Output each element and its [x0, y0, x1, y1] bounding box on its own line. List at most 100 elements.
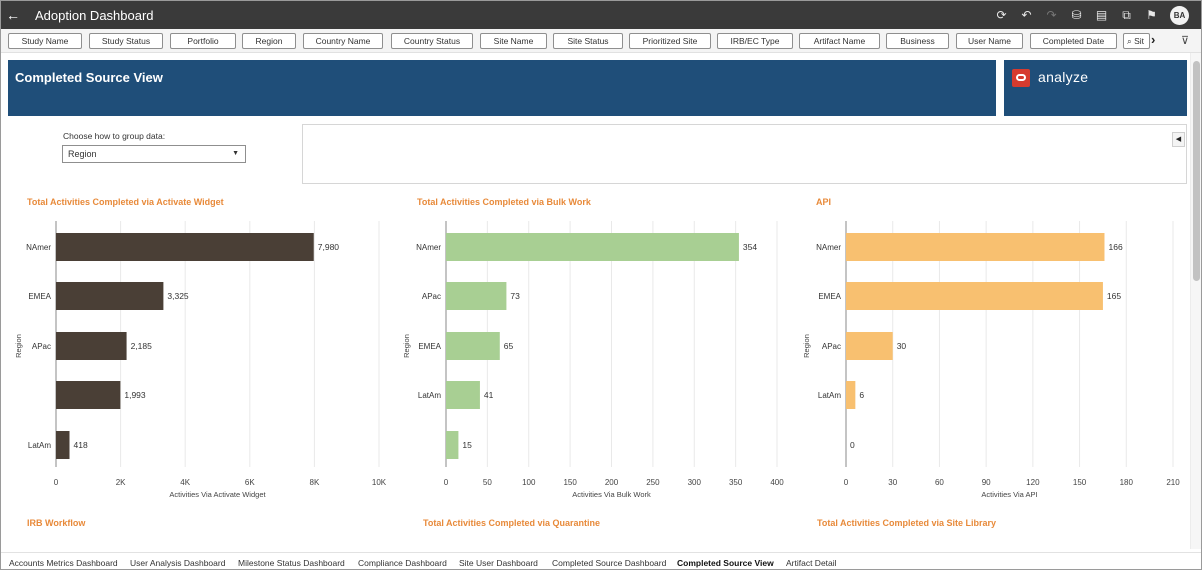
bar [56, 282, 164, 310]
tab-completed-source-dashboard[interactable]: Completed Source Dashboard [552, 558, 667, 568]
filter-portfolio[interactable]: Portfolio [170, 33, 236, 49]
x-tick-label: 250 [646, 478, 660, 487]
tab-user-analysis[interactable]: User Analysis Dashboard [130, 558, 226, 568]
data-label: 6 [859, 390, 864, 400]
chart-title-site-library: Total Activities Completed via Site Libr… [817, 518, 997, 528]
data-label: 2,185 [131, 341, 153, 351]
group-by-select[interactable]: Region ▼ [62, 145, 246, 163]
filter-site-name[interactable]: Site Name [480, 33, 547, 49]
chart-title-bulk-work: Total Activities Completed via Bulk Work [417, 197, 591, 207]
filter-study-name[interactable]: Study Name [8, 33, 82, 49]
filter-prioritized-site[interactable]: Prioritized Site [629, 33, 711, 49]
filter-irb-ec-type[interactable]: IRB/EC Type [717, 33, 793, 49]
x-tick-label: 8K [310, 478, 320, 487]
x-axis-title: Activities Via Bulk Work [572, 490, 651, 499]
bar [846, 282, 1103, 310]
filter-site-status[interactable]: Site Status [553, 33, 623, 49]
refresh-icon[interactable]: ⟳ [996, 8, 1007, 22]
avatar[interactable]: BA [1170, 5, 1189, 25]
info-panel: ◀ [302, 124, 1187, 184]
filter-site-search[interactable]: ⌕ Sit [1123, 33, 1150, 49]
vertical-scrollbar[interactable] [1190, 53, 1201, 549]
category-label: EMEA [818, 292, 841, 301]
category-label: APac [422, 292, 441, 301]
logo-banner: analyze [1004, 60, 1187, 116]
x-tick-label: 400 [770, 478, 784, 487]
data-label: 0 [850, 440, 855, 450]
x-tick-label: 90 [982, 478, 991, 487]
x-tick-label: 10K [372, 478, 387, 487]
redo-icon[interactable]: ↷ [1046, 8, 1057, 22]
bar [56, 332, 127, 360]
present-icon[interactable]: ⧉ [1122, 7, 1131, 22]
bar [56, 431, 70, 459]
x-tick-label: 2K [116, 478, 126, 487]
data-label: 15 [462, 440, 472, 450]
tab-compliance[interactable]: Compliance Dashboard [358, 558, 447, 568]
x-tick-label: 120 [1026, 478, 1040, 487]
data-label: 30 [897, 341, 907, 351]
bar [446, 233, 739, 261]
x-tick-label: 60 [935, 478, 944, 487]
category-label: LatAm [28, 441, 51, 450]
category-label: NAmer [816, 243, 841, 252]
category-label: APac [822, 342, 841, 351]
x-tick-label: 150 [563, 478, 577, 487]
category-label: LatAm [418, 391, 441, 400]
charts-canvas: 0 2K 4K 6K 8K 10K 7,980 NAmer 3,325 EMEA 2,185 APac… [14, 221, 1180, 499]
data-label: 65 [504, 341, 514, 351]
logo-text: analyze [1038, 69, 1089, 85]
chevron-right-icon[interactable]: › [1151, 32, 1156, 47]
tab-completed-source-view[interactable]: Completed Source View [677, 558, 774, 568]
filter-icon[interactable]: ⊽ [1181, 35, 1190, 47]
filter-completed-date[interactable]: Completed Date [1030, 33, 1117, 49]
toolbar: ⟳ ↶ ↷ ⛁ ▤ ⧉ ⚑ BA [989, 1, 1201, 29]
filter-study-status[interactable]: Study Status [89, 33, 163, 49]
data-label: 7,980 [318, 242, 340, 252]
database-icon[interactable]: ⛁ [1071, 8, 1082, 22]
filter-user-name[interactable]: User Name [956, 33, 1023, 49]
bookmark-icon[interactable]: ⚑ [1146, 8, 1157, 22]
bar [446, 282, 507, 310]
bar [846, 233, 1105, 261]
x-tick-label: 0 [444, 478, 449, 487]
tab-artifact-detail[interactable]: Artifact Detail [786, 558, 837, 568]
back-arrow-icon[interactable]: ← [6, 7, 20, 23]
bar [56, 381, 121, 409]
comment-icon[interactable]: ▤ [1095, 8, 1108, 22]
tab-milestone-status[interactable]: Milestone Status Dashboard [238, 558, 345, 568]
collapse-panel-icon[interactable]: ◀ [1172, 132, 1185, 147]
chart-title-quarantine: Total Activities Completed via Quarantin… [423, 518, 601, 528]
y-axis-title: Region [14, 334, 23, 358]
category-label: EMEA [28, 292, 51, 301]
x-tick-label: 350 [729, 478, 743, 487]
category-label: APac [32, 342, 51, 351]
bar [446, 431, 459, 459]
x-tick-label: 6K [245, 478, 255, 487]
oracle-logo-icon [1012, 69, 1030, 87]
filter-region[interactable]: Region [242, 33, 296, 49]
y-axis-title: Region [802, 334, 811, 358]
filter-artifact-name[interactable]: Artifact Name [799, 33, 880, 49]
filter-country-name[interactable]: Country Name [303, 33, 383, 49]
data-label: 165 [1107, 291, 1121, 301]
category-label: NAmer [416, 243, 441, 252]
data-label: 418 [74, 440, 88, 450]
bar [56, 233, 314, 261]
filter-country-status[interactable]: Country Status [391, 33, 473, 49]
tab-accounts-metrics[interactable]: Accounts Metrics Dashboard [9, 558, 118, 568]
chart-title-activate-widget: Total Activities Completed via Activate … [27, 197, 224, 207]
x-tick-label: 200 [605, 478, 619, 487]
tab-site-user[interactable]: Site User Dashboard [459, 558, 538, 568]
caret-down-icon: ▼ [232, 150, 239, 157]
bar [446, 332, 500, 360]
x-tick-label: 100 [522, 478, 536, 487]
dashboard-title: Adoption Dashboard [35, 7, 154, 23]
bar [446, 381, 480, 409]
undo-icon[interactable]: ↶ [1021, 8, 1032, 22]
x-tick-label: 180 [1120, 478, 1134, 487]
data-label: 73 [510, 291, 520, 301]
filter-business[interactable]: Business [886, 33, 949, 49]
scrollbar-thumb[interactable] [1193, 61, 1200, 281]
